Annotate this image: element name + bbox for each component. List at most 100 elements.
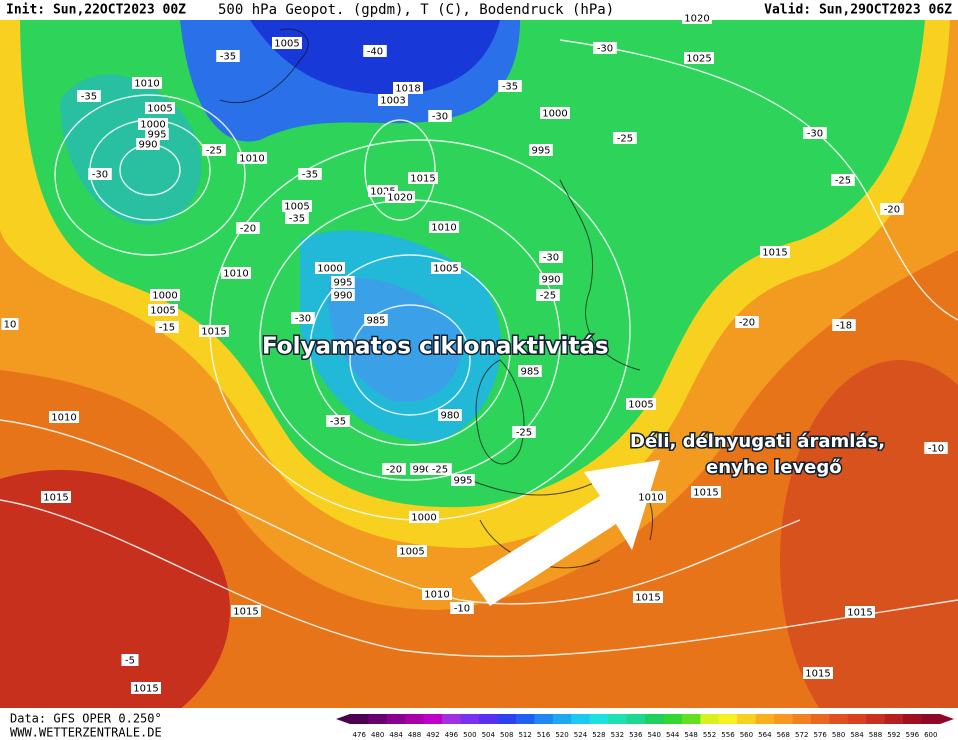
flow-arrow — [470, 460, 660, 606]
scale-swatch — [479, 714, 498, 724]
temperature-label: -40 — [367, 47, 383, 58]
temperature-label: -20 — [739, 318, 755, 329]
temperature-label-box — [536, 289, 560, 301]
scale-label: 548 — [684, 731, 697, 739]
isobar-label-box — [272, 37, 302, 49]
isobar-label-box — [397, 545, 427, 557]
isobar-label: 1000 — [140, 120, 165, 131]
scale-swatch — [737, 714, 757, 724]
isobar-label: 1010 — [239, 154, 264, 165]
coastline — [219, 28, 309, 104]
isobar-label: 990 — [333, 291, 352, 302]
temperature-label-box — [77, 90, 101, 102]
isobar-label: 980 — [440, 411, 459, 422]
scale-swatch — [681, 714, 701, 724]
field-red-right — [780, 360, 958, 740]
scale-swatch — [460, 714, 480, 724]
field-blue-core — [328, 277, 462, 402]
scale-swatch — [792, 714, 812, 724]
scale-label: 552 — [703, 731, 716, 739]
scale-swatch — [571, 714, 591, 724]
temperature-label-box — [291, 312, 315, 324]
isobar-label-box — [41, 491, 71, 503]
isobar — [559, 39, 958, 321]
isobar-label-box — [451, 474, 475, 486]
scale-swatch — [645, 714, 664, 724]
temperature-label: -35 — [81, 92, 97, 103]
isobar-label: 995 — [333, 278, 352, 289]
isobar-label: 990 — [138, 140, 157, 151]
scale-label: 596 — [906, 731, 920, 739]
isobar-label: 1005 — [274, 39, 299, 50]
temperature-label-box — [539, 251, 563, 263]
isobar-label: 1005 — [147, 104, 172, 115]
field-dark-blue — [250, 20, 500, 95]
isobar-label: 1010 — [424, 590, 449, 601]
temperature-label-box — [593, 42, 617, 54]
scale-label: 492 — [426, 731, 439, 739]
isobar-label: 1025 — [370, 187, 395, 198]
scale-label: 592 — [887, 731, 900, 739]
scale-label: 532 — [611, 731, 624, 739]
labels: 1005101010051000995990101010181003100099… — [1, 12, 948, 695]
field-red — [0, 470, 230, 740]
isobar-label-box — [636, 491, 666, 503]
scale-label: 568 — [777, 731, 790, 739]
isobar-label: 1005 — [150, 306, 175, 317]
temperature-label-box — [428, 463, 452, 475]
temperature-label: -15 — [159, 323, 175, 334]
scale-swatch — [700, 714, 720, 724]
temperature-label: -30 — [807, 129, 823, 140]
data-source: Data: GFS OPER 0.250° — [10, 712, 162, 726]
isobar-label: 1015 — [201, 327, 226, 338]
temperature-label: -10 — [928, 444, 944, 455]
scale-label: 544 — [666, 731, 680, 739]
isobar-label-box — [282, 200, 312, 212]
scale-swatch — [903, 714, 923, 724]
isobar-label-box — [231, 605, 261, 617]
scale-label: 576 — [813, 731, 827, 739]
temperature-label-box — [285, 212, 309, 224]
temperature-label: -30 — [432, 112, 448, 123]
temperature-label-box — [236, 222, 260, 234]
scale-swatch — [829, 714, 849, 724]
header-bar — [0, 0, 958, 20]
isobar — [54, 94, 246, 256]
isobar-label: 995 — [147, 130, 166, 141]
isobar-label-box — [409, 511, 439, 523]
isobar-label: 1000 — [411, 513, 436, 524]
isobar-label: 995 — [453, 476, 472, 487]
temperature-label-box — [512, 426, 536, 438]
scale-swatch — [810, 714, 830, 724]
isobar-label: 990 — [541, 275, 560, 286]
isobar-label-box — [803, 667, 833, 679]
isobar-label: 1015 — [133, 684, 158, 695]
isobar-label-box — [132, 77, 162, 89]
scale-swatch — [847, 714, 867, 724]
field-green — [20, 20, 925, 508]
scale-label: 480 — [371, 731, 384, 739]
isobar-label: 1018 — [395, 84, 420, 95]
temperature-label: -35 — [330, 417, 346, 428]
isobar-label-box — [393, 82, 423, 94]
scale-swatch — [368, 714, 388, 724]
isobar-label-box — [429, 221, 459, 233]
isobar-label: 1015 — [693, 488, 718, 499]
isobar-label-box — [691, 486, 721, 498]
isobar-label: 1015 — [805, 669, 830, 680]
scale-label: 496 — [445, 731, 459, 739]
scale-label: 528 — [592, 731, 605, 739]
isobar-label: 1000 — [152, 291, 177, 302]
isobar-label-box — [331, 289, 355, 301]
temperature-label-box — [880, 203, 904, 215]
isobar-label: 1005 — [628, 400, 653, 411]
scale-swatch — [442, 714, 462, 724]
isobar-label: 1000 — [542, 109, 567, 120]
isobar-label: 1015 — [43, 493, 68, 504]
scale-label: 512 — [518, 731, 531, 739]
temperature-label: -18 — [836, 321, 852, 332]
isobar-label-box — [539, 273, 563, 285]
isobar-label: 990 — [412, 465, 431, 476]
scale-swatch — [755, 714, 775, 724]
temperature-label: -30 — [543, 253, 559, 264]
